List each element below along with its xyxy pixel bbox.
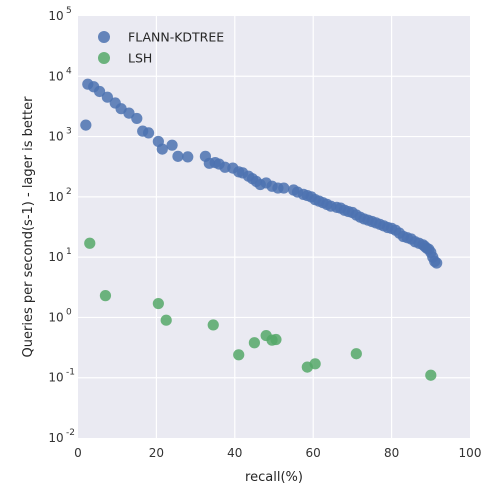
y-tick-base: 10 (48, 190, 63, 204)
data-point (166, 139, 178, 151)
x-tick-labels: 0 20 40 60 80 100 (74, 446, 481, 460)
data-point (93, 85, 106, 98)
y-tick-base: 10 (48, 310, 63, 324)
data-point (99, 290, 112, 302)
data-point (309, 358, 321, 370)
legend-marker (98, 52, 110, 64)
data-point (80, 119, 92, 131)
data-point (278, 182, 290, 194)
y-tick-exponent: -2 (66, 428, 75, 438)
y-tick-label: 10 3 (48, 127, 71, 144)
data-point (270, 333, 282, 346)
data-point (142, 127, 155, 139)
data-point (152, 297, 164, 310)
data-point (431, 257, 443, 269)
y-tick-base: 10 (48, 431, 63, 445)
y-tick-base: 10 (48, 371, 63, 385)
y-tick-base: 10 (48, 130, 63, 144)
y-tick-exponent: 5 (66, 6, 72, 16)
y-tick-label: 10 5 (48, 6, 71, 23)
x-tick-label: 80 (384, 446, 399, 460)
y-tick-exponent: 1 (66, 247, 72, 257)
y-tick-label: 10 -1 (48, 368, 75, 385)
data-point (131, 112, 143, 125)
plot-area (78, 16, 470, 438)
y-tick-exponent: 4 (66, 66, 72, 76)
data-point (172, 150, 184, 162)
data-point (123, 107, 135, 119)
series-1 (84, 237, 437, 381)
y-tick-exponent: 3 (66, 127, 72, 137)
y-tick-exponent: -1 (66, 368, 75, 378)
x-axis-title: recall(%) (245, 470, 303, 485)
grid-lines (78, 16, 470, 438)
data-points (80, 78, 443, 381)
x-tick-label: 20 (149, 446, 164, 460)
x-tick-label: 60 (306, 446, 321, 460)
data-point (84, 237, 96, 249)
y-tick-exponent: 2 (66, 187, 72, 197)
data-point (350, 348, 362, 360)
data-point (156, 143, 168, 155)
y-tick-base: 10 (48, 250, 63, 264)
y-tick-label: 10 4 (48, 66, 72, 83)
data-point (425, 369, 437, 381)
y-tick-label: 10 2 (48, 187, 71, 204)
x-tick-label: 0 (74, 446, 82, 460)
data-point (160, 314, 172, 326)
x-tick-label: 40 (227, 446, 242, 460)
legend: FLANN-KDTREE LSH (98, 30, 224, 66)
y-tick-label: 10 0 (48, 307, 72, 324)
data-point (248, 337, 260, 349)
y-tick-base: 10 (48, 69, 63, 83)
legend-label: FLANN-KDTREE (128, 30, 224, 45)
data-point (233, 349, 245, 361)
data-point (182, 151, 194, 163)
y-axis-title: Queries per second(s-1) - lager is bette… (21, 96, 36, 358)
y-tick-exponent: 0 (66, 307, 72, 317)
legend-label: LSH (128, 51, 152, 66)
x-tick-label: 100 (459, 446, 482, 460)
y-tick-label: 10 1 (48, 247, 71, 264)
y-tick-base: 10 (48, 9, 63, 23)
y-tick-label: 10 -2 (48, 428, 75, 445)
data-point (101, 91, 113, 103)
data-point (207, 319, 219, 331)
series-0 (80, 78, 443, 269)
legend-marker (98, 31, 110, 43)
